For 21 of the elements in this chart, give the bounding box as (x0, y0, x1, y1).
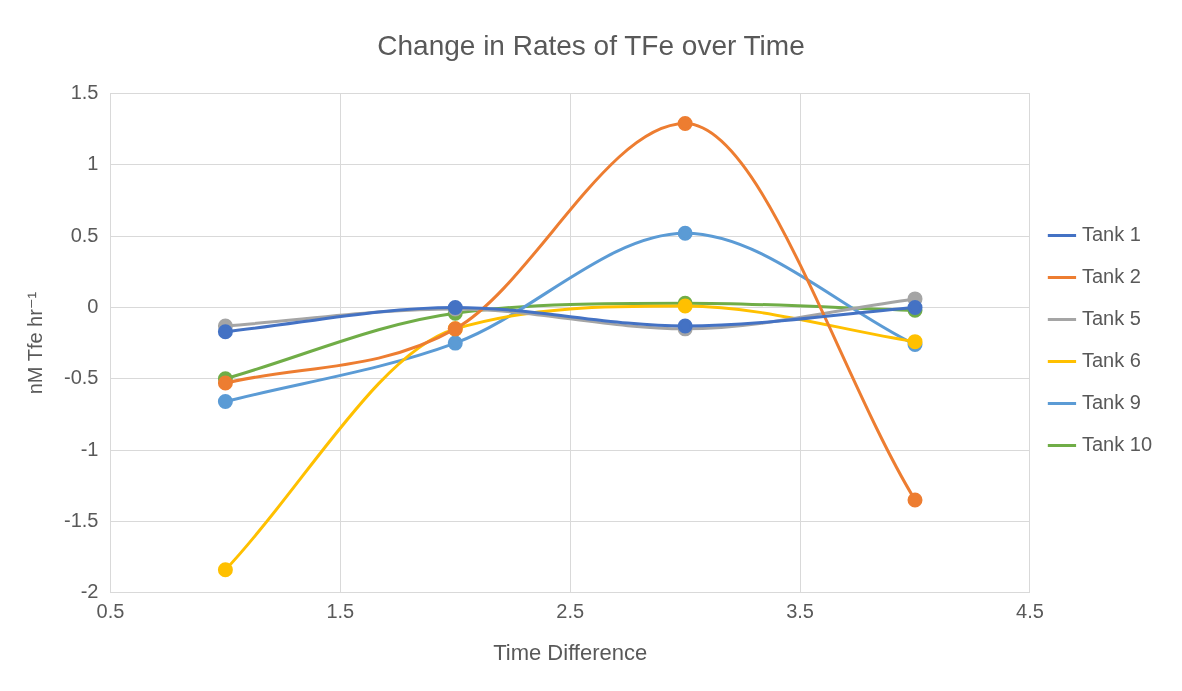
x-tick-label: 2.5 (556, 600, 585, 623)
y-tick-label: 1.5 (70, 81, 99, 104)
legend-label: Tank 5 (1081, 307, 1141, 330)
legend-label: Tank 2 (1081, 265, 1141, 288)
x-axis-title: Time Difference (493, 639, 648, 665)
legend-label: Tank 1 (1081, 223, 1141, 246)
legend-label: Tank 9 (1081, 391, 1141, 414)
x-tick-label: 3.5 (786, 600, 814, 623)
legend-label: Tank 6 (1081, 349, 1141, 372)
y-tick-label: -2 (80, 580, 99, 603)
y-axis-title: nM Tfe hr⁻¹ (23, 291, 46, 395)
y-tick-label: -1 (80, 437, 99, 460)
x-tick-label: 4.5 (1016, 600, 1044, 623)
chart-title: Change in Rates of TFe over Time (377, 29, 805, 61)
y-tick-label: 0 (87, 294, 99, 317)
y-tick-label: -1.5 (63, 508, 99, 531)
y-tick-label: 0.5 (70, 223, 99, 246)
legend-label: Tank 10 (1081, 433, 1153, 456)
y-tick-label: 1 (87, 152, 99, 175)
x-tick-label: 1.5 (326, 600, 355, 623)
y-tick-label: -0.5 (63, 366, 99, 389)
